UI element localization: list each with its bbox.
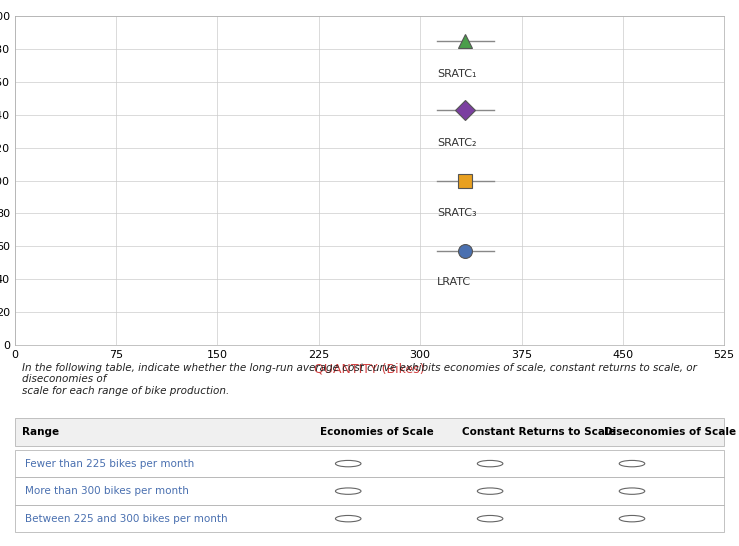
Text: SRATC₁: SRATC₁ bbox=[437, 69, 477, 79]
Text: Diseconomies of Scale: Diseconomies of Scale bbox=[604, 427, 736, 437]
Text: Fewer than 225 bikes per month: Fewer than 225 bikes per month bbox=[25, 459, 194, 468]
Text: Economies of Scale: Economies of Scale bbox=[320, 427, 434, 437]
X-axis label: QUANTITY (Bikes): QUANTITY (Bikes) bbox=[314, 363, 425, 376]
Text: Between 225 and 300 bikes per month: Between 225 and 300 bikes per month bbox=[25, 514, 228, 524]
FancyBboxPatch shape bbox=[15, 450, 724, 477]
Text: Range: Range bbox=[22, 427, 59, 437]
FancyBboxPatch shape bbox=[15, 505, 724, 532]
FancyBboxPatch shape bbox=[15, 477, 724, 505]
Text: Constant Returns to Scale: Constant Returns to Scale bbox=[462, 427, 616, 437]
Text: LRATC: LRATC bbox=[437, 277, 471, 287]
Text: SRATC₂: SRATC₂ bbox=[437, 138, 477, 148]
Text: In the following table, indicate whether the long-run average cost curve exhibit: In the following table, indicate whether… bbox=[22, 363, 697, 396]
Text: SRATC₃: SRATC₃ bbox=[437, 209, 477, 218]
Text: More than 300 bikes per month: More than 300 bikes per month bbox=[25, 486, 189, 496]
FancyBboxPatch shape bbox=[15, 418, 724, 446]
